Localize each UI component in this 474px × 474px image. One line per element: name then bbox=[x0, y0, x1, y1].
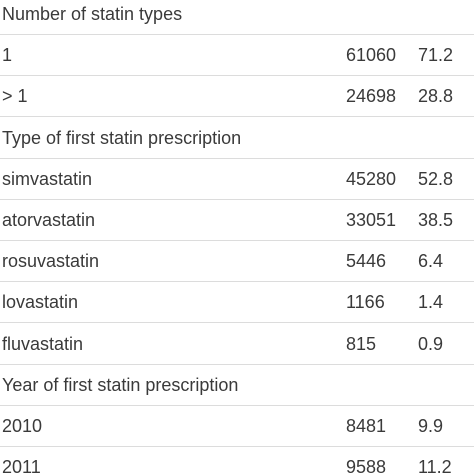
table-row: fluvastatin 815 0.9 bbox=[0, 324, 474, 365]
table-row: > 1 24698 28.8 bbox=[0, 76, 474, 118]
cell-value: 9588 bbox=[346, 457, 387, 474]
row-label: 2010 bbox=[2, 416, 43, 436]
row-label: atorvastatin bbox=[2, 210, 96, 230]
cell-value: 1.4 bbox=[418, 292, 444, 313]
cell-value: 33051 bbox=[346, 210, 397, 230]
cell-value: 24698 bbox=[346, 86, 397, 107]
cell-value: 5446 bbox=[346, 251, 387, 272]
row-label: simvastatin bbox=[2, 168, 93, 189]
table-row: 2010 8481 9.9 bbox=[0, 406, 474, 447]
cell-value: 61060 bbox=[346, 45, 397, 66]
cell-value: 28.8 bbox=[418, 86, 454, 107]
section-label: Number of statin types bbox=[2, 4, 183, 24]
cell-value: 1166 bbox=[346, 292, 385, 313]
row-label: 1 bbox=[2, 45, 13, 66]
cell-value: 52.8 bbox=[418, 168, 454, 189]
cell-value: 38.5 bbox=[418, 210, 454, 230]
cell-value: 9.9 bbox=[418, 416, 444, 436]
cell-value: 8481 bbox=[346, 416, 387, 436]
section-label: Year of first statin prescription bbox=[2, 374, 239, 395]
section-row: Number of statin types bbox=[0, 0, 474, 35]
row-label: > 1 bbox=[2, 86, 28, 107]
row-label: 2011 bbox=[2, 457, 41, 474]
section-row: Year of first statin prescription bbox=[0, 365, 474, 406]
table-row: atorvastatin 33051 38.5 bbox=[0, 200, 474, 241]
section-label: Type of first statin prescription bbox=[2, 127, 242, 148]
table-row: 1 61060 71.2 bbox=[0, 35, 474, 77]
section-row: Type of first statin prescription bbox=[0, 118, 474, 159]
cell-value: 815 bbox=[346, 333, 377, 354]
table-row: 2011 9588 11.2 bbox=[0, 447, 474, 474]
row-label: rosuvastatin bbox=[2, 251, 100, 272]
table-row: simvastatin 45280 52.8 bbox=[0, 159, 474, 200]
table-row: rosuvastatin 5446 6.4 bbox=[0, 241, 474, 283]
cell-value: 6.4 bbox=[418, 251, 444, 272]
row-label: lovastatin bbox=[2, 292, 79, 313]
cell-value: 71.2 bbox=[418, 45, 454, 66]
row-label: fluvastatin bbox=[2, 333, 84, 354]
cell-value: 11.2 bbox=[418, 457, 452, 474]
table-row: lovastatin 1166 1.4 bbox=[0, 282, 474, 324]
cell-value: 0.9 bbox=[418, 333, 444, 354]
cell-value: 45280 bbox=[346, 168, 397, 189]
